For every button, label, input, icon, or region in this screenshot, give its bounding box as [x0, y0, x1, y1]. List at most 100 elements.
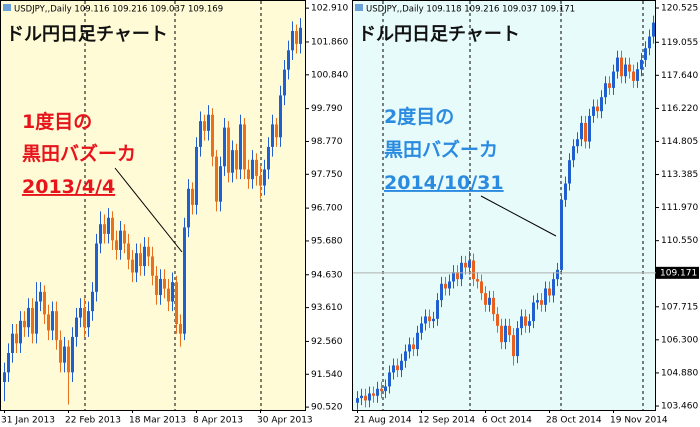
candle-body [620, 57, 623, 77]
candle-body [568, 160, 571, 184]
annotation: 黒田バズーカ [384, 138, 498, 161]
candle-body [468, 260, 471, 268]
candle-body [83, 307, 86, 328]
candle-body [207, 114, 210, 131]
candle-body [75, 317, 78, 337]
candle-body [428, 316, 431, 322]
candle-body [103, 224, 106, 234]
candle-body [412, 344, 415, 350]
candle-body [163, 278, 166, 289]
candle-body [612, 71, 615, 88]
y-tick-label: 92.560 [311, 337, 343, 347]
candle-body [215, 156, 218, 202]
candle-body [480, 281, 483, 294]
candle-body [167, 288, 170, 302]
candle-body [508, 325, 511, 336]
candle-body [528, 321, 531, 326]
x-tick-label: 12 Sep 2014 [418, 416, 475, 426]
candle-body [644, 48, 647, 60]
candle-body [283, 69, 286, 96]
candle-body [147, 246, 150, 257]
x-tick-label: 8 Apr 2013 [193, 416, 243, 426]
candle-body [95, 243, 98, 292]
candle-body [648, 36, 651, 49]
candle-body [39, 291, 42, 302]
candle-body [247, 169, 250, 180]
candle-body [388, 372, 391, 387]
candle-body [392, 365, 395, 373]
candle-body [592, 106, 595, 116]
candle-body [624, 64, 627, 77]
candle-body [652, 22, 655, 37]
candle-body [279, 95, 282, 138]
candle-body [580, 122, 583, 140]
annotation-date: 2013/4/4 [22, 176, 115, 198]
candle-body [179, 324, 182, 334]
x-tick-label: 6 Oct 2014 [482, 416, 532, 426]
symbol-icon [3, 4, 11, 11]
candle-body [400, 360, 403, 371]
candle-body [484, 293, 487, 305]
candle-body [380, 388, 383, 392]
candle-body [360, 395, 363, 399]
candle-body [544, 288, 547, 305]
x-tick-label: 28 Oct 2014 [546, 416, 602, 426]
candle-body [227, 127, 230, 173]
candle-body [255, 159, 258, 176]
chart-title: ドル円日足チャート [358, 24, 520, 45]
x-tick-label: 22 Feb 2013 [65, 416, 121, 426]
candle-body [356, 398, 359, 403]
candle-body [231, 150, 234, 173]
candle-body [287, 50, 290, 70]
candle-body [384, 386, 387, 392]
candle-body [608, 83, 611, 88]
candle-body [199, 121, 202, 147]
candle-body [51, 311, 54, 331]
candle-body [3, 372, 6, 382]
x-tick-label: 19 Nov 2014 [610, 416, 668, 426]
candle-body [368, 393, 371, 401]
candle-body [536, 300, 539, 303]
arrow-line [480, 195, 557, 237]
candle-body [512, 335, 515, 357]
candle-body [23, 320, 26, 328]
candle-body [195, 146, 198, 205]
y-tick-label: 106.300 [661, 335, 698, 345]
annotation: 1度目の [22, 110, 92, 133]
candle-body [488, 297, 491, 305]
y-tick-label: 94.630 [311, 270, 343, 280]
candle-body [211, 114, 214, 157]
candle-body [87, 311, 90, 328]
y-tick-label: 117.640 [661, 71, 698, 81]
candle-body [524, 316, 527, 326]
candle-body [271, 124, 274, 147]
candle-body [127, 243, 130, 260]
candle-body [492, 297, 495, 315]
candle-body [616, 57, 619, 72]
y-tick-label: 98.770 [311, 137, 343, 147]
candle-body [155, 275, 158, 296]
y-tick-label: 110.550 [661, 236, 698, 246]
candle-body [584, 122, 587, 142]
y-tick-label: 96.700 [311, 204, 343, 214]
candle-body [424, 316, 427, 324]
candle-body [239, 124, 242, 170]
candle-body [291, 31, 294, 51]
candle-body [119, 230, 122, 250]
candle-body [460, 262, 463, 280]
candle-body [243, 124, 246, 170]
candle-body [263, 169, 266, 186]
candle-body [267, 146, 270, 170]
symbol-icon [355, 4, 363, 11]
candle-body [259, 175, 262, 186]
candle-body [376, 388, 379, 396]
y-tick-label: 113.385 [661, 170, 698, 180]
annotation: 黒田バズーカ [22, 142, 136, 165]
candle-body [223, 127, 226, 167]
candle-body [187, 188, 190, 228]
candle-body [600, 97, 603, 112]
candle-body [295, 31, 298, 44]
candle-body [432, 318, 435, 322]
candle-body [27, 307, 30, 328]
